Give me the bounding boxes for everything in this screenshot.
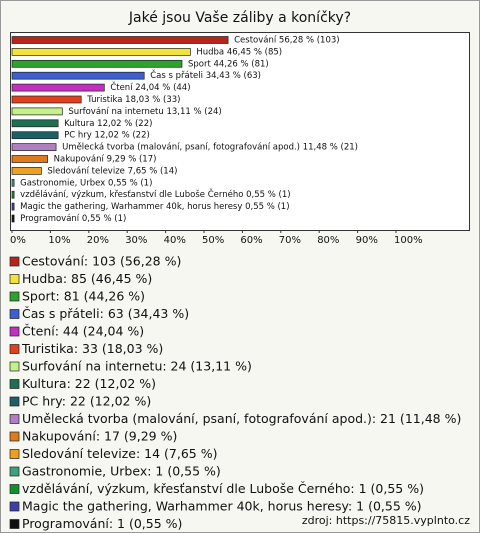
- legend-swatch: [9, 379, 20, 389]
- value-label: PC hry 12,02 % (22): [64, 131, 150, 141]
- x-tick-label: 30%: [125, 235, 147, 246]
- legend-label: Cestování: 103 (56,28 %): [22, 254, 181, 269]
- x-tick-label: 20%: [87, 235, 109, 246]
- legend-swatch: [9, 414, 20, 424]
- value-label: Gastronomie, Urbex 0,55 % (1): [20, 178, 152, 188]
- value-label: vzdělávání, výzkum, křesťanství dle Lubo…: [20, 188, 291, 200]
- legend-label: Nakupování: 17 (9,29 %): [22, 429, 177, 444]
- legend-label: Hudba: 85 (46,45 %): [22, 271, 152, 286]
- bar: [11, 143, 57, 151]
- legend-swatch: [9, 396, 20, 407]
- legend-label: Programování: 1 (0,55 %): [22, 516, 182, 531]
- legend-swatch: [9, 484, 20, 494]
- legend-swatch: [9, 449, 20, 459]
- x-tick-label: 100%: [394, 235, 423, 246]
- bar: [11, 190, 15, 199]
- x-tick-label: 60%: [240, 235, 262, 246]
- bar: [11, 107, 63, 116]
- legend-label: Umělecká tvorba (malování, psaní, fotogr…: [22, 411, 461, 426]
- legend-swatch: [9, 309, 20, 319]
- bar: [11, 59, 183, 68]
- legend-swatch: [9, 519, 20, 529]
- legend-swatch: [9, 291, 20, 302]
- legend-label: PC hry: 22 (12,02 %): [22, 394, 151, 409]
- legend-label: Kultura: 22 (12,02 %): [22, 376, 156, 391]
- bar: [11, 119, 59, 128]
- legend-swatch: [9, 466, 20, 477]
- bar: [11, 36, 229, 44]
- bar: [11, 95, 82, 104]
- bar: [11, 214, 15, 223]
- value-label: Programování 0,55 % (1): [20, 214, 126, 224]
- value-label: Hudba 46,45 % (85): [196, 47, 282, 57]
- legend-label: Surfování na internetu: 24 (13,11 %): [22, 359, 252, 374]
- bar: [11, 155, 49, 163]
- bar: [11, 48, 191, 56]
- value-label: Čtení 24,04 % (44): [110, 81, 190, 93]
- legend-swatch: [9, 361, 20, 372]
- value-label: Turistika 18,03 % (33): [86, 95, 180, 105]
- x-tick-label: 0%: [10, 235, 26, 246]
- legend-label: Čtení: 44 (24,04 %): [22, 324, 144, 339]
- value-label: Surfování na internetu 13,11 % (24): [68, 107, 221, 117]
- bar: [11, 178, 15, 187]
- legend-label: Gastronomie, Urbex: 1 (0,55 %): [22, 464, 221, 479]
- bar: [11, 83, 105, 92]
- legend-label: Magic the gathering, Warhammer 40k, horu…: [22, 499, 422, 514]
- value-label: Magic the gathering, Warhammer 40k, horu…: [20, 202, 289, 212]
- source: zdroj: https://75815.vyplnto.cz: [302, 514, 470, 527]
- value-label: Umělecká tvorba (malování, psaní, fotogr…: [62, 143, 358, 153]
- legend-swatch: [9, 431, 20, 442]
- x-tick-label: 90%: [356, 235, 378, 246]
- legend-swatch: [9, 344, 20, 354]
- legend-swatch: [9, 501, 20, 512]
- value-label: Čas s přáteli 34,43 % (63): [150, 69, 261, 81]
- legend-label: Turistika: 33 (18,03 %): [21, 341, 163, 356]
- x-tick-label: 40%: [164, 235, 186, 246]
- bar: [11, 71, 145, 80]
- x-tick-label: 50%: [202, 235, 224, 246]
- value-label: Sledování televize 7,65 % (14): [47, 166, 177, 176]
- value-label: Sport 44,26 % (81): [188, 59, 269, 69]
- legend-label: Sport: 81 (44,26 %): [22, 289, 145, 304]
- value-label: Kultura 12,02 % (22): [64, 119, 152, 129]
- x-tick-label: 70%: [279, 235, 301, 246]
- legend-swatch: [9, 274, 20, 284]
- value-label: Cestování 56,28 % (103): [234, 36, 340, 46]
- x-tick-label: 10%: [48, 235, 70, 246]
- legend-swatch: [9, 326, 20, 337]
- bar: [11, 202, 15, 211]
- legend-label: Sledování televize: 14 (7,65 %): [22, 446, 217, 461]
- bar: [11, 131, 59, 140]
- chart-title: Jaké jsou Vaše záliby a koníčky?: [128, 10, 351, 26]
- x-tick-label: 80%: [317, 235, 339, 246]
- bar: [11, 167, 42, 175]
- legend-swatch: [9, 256, 20, 267]
- legend-label: vzdělávání, výzkum, křesťanství dle Lubo…: [22, 481, 424, 496]
- value-label: Nakupování 9,29 % (17): [54, 155, 157, 165]
- legend-label: Čas s přáteli: 63 (34,43 %): [22, 306, 189, 321]
